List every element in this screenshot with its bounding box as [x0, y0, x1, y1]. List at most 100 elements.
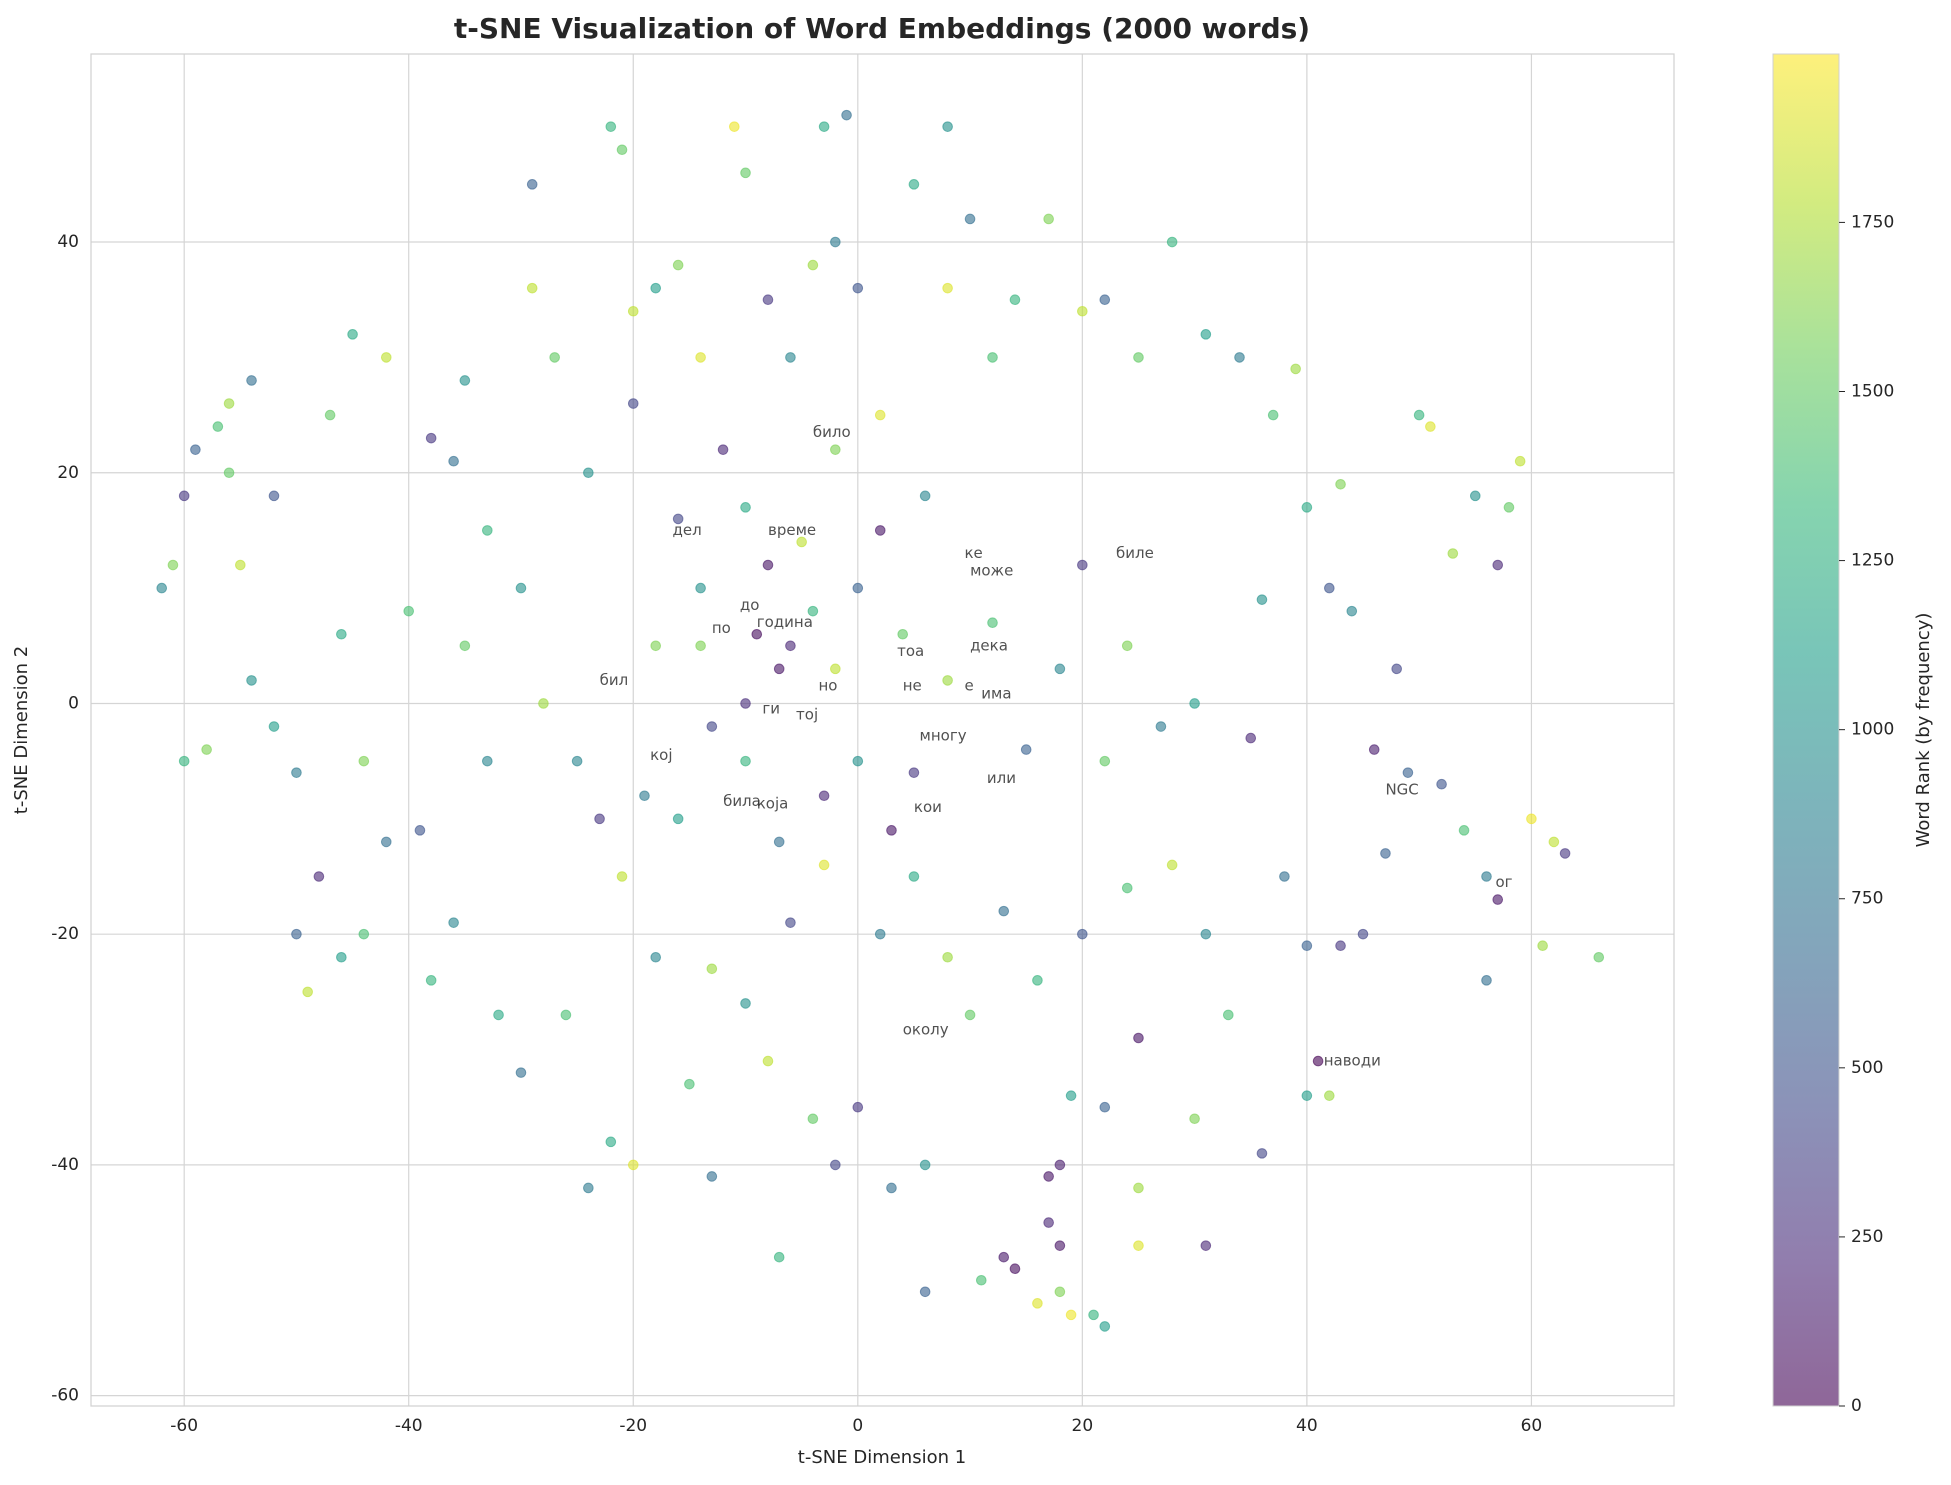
chart-title: t-SNE Visualization of Word Embeddings (…: [454, 12, 1310, 45]
point: [1324, 1090, 1335, 1101]
point: [729, 121, 740, 132]
point: [549, 352, 560, 363]
point: [762, 1055, 774, 1067]
annotation: било: [813, 423, 851, 441]
point: [1436, 778, 1447, 790]
point: [852, 582, 864, 594]
annotation: има: [981, 685, 1011, 703]
point: [1492, 894, 1504, 905]
point: [1200, 928, 1212, 940]
point: [1256, 594, 1268, 605]
point: [695, 640, 706, 652]
point: [1492, 559, 1504, 571]
point: [1099, 1101, 1111, 1113]
point: [1065, 1090, 1077, 1101]
point: [571, 755, 583, 767]
annotation: околу: [903, 1020, 949, 1038]
point: [874, 409, 886, 421]
point: [1043, 1171, 1054, 1182]
point: [987, 352, 998, 363]
y-tick-label: 40: [57, 232, 79, 252]
point: [740, 755, 751, 767]
point: [594, 813, 605, 825]
colorbar-tick-label: 1500: [1851, 381, 1894, 401]
point: [1301, 940, 1313, 952]
point: [706, 963, 718, 975]
point: [190, 444, 201, 455]
point: [627, 305, 639, 317]
point: [672, 813, 684, 825]
point: [818, 859, 830, 871]
point: [975, 1274, 987, 1286]
point: [818, 121, 830, 132]
point: [1054, 1286, 1066, 1298]
point: [1043, 213, 1054, 225]
point: [1133, 1182, 1144, 1194]
point: [1481, 975, 1492, 986]
point: [740, 502, 751, 513]
y-tick-label: -60: [51, 1386, 79, 1406]
annotation: ги: [762, 700, 780, 718]
point: [268, 721, 280, 732]
point: [1593, 951, 1605, 963]
point: [998, 905, 1010, 917]
point: [672, 513, 684, 525]
x-tick-label: 40: [1296, 1416, 1318, 1436]
point: [583, 1182, 594, 1194]
point: [358, 755, 370, 767]
point: [560, 1009, 572, 1021]
point: [1009, 294, 1021, 306]
point: [313, 871, 325, 882]
annotation: не: [903, 677, 922, 695]
point: [1200, 1240, 1212, 1251]
point: [515, 582, 527, 594]
point: [672, 259, 684, 271]
point: [482, 525, 493, 536]
point: [1077, 928, 1088, 940]
point: [762, 294, 774, 306]
point: [448, 455, 459, 467]
point: [1402, 767, 1414, 778]
point: [1121, 882, 1133, 894]
point: [178, 755, 190, 767]
point: [1526, 813, 1537, 825]
point: [1481, 871, 1492, 882]
annotation: тој: [796, 706, 818, 724]
y-axis-label: t-SNE Dimension 2: [11, 646, 32, 814]
point: [1458, 825, 1470, 836]
point: [347, 329, 358, 340]
x-axis-label: t-SNE Dimension 1: [798, 1447, 966, 1468]
point: [246, 675, 257, 686]
point: [1324, 582, 1335, 594]
point: [336, 628, 347, 640]
annotation: бил: [600, 671, 629, 689]
point: [414, 825, 426, 836]
point: [1099, 755, 1111, 767]
point: [1380, 848, 1391, 859]
point: [627, 1159, 639, 1171]
point: [1469, 490, 1481, 502]
colorbar: [1772, 53, 1840, 1407]
point: [1301, 1090, 1313, 1101]
point: [1447, 548, 1459, 559]
point: [751, 628, 763, 640]
point: [874, 525, 886, 536]
annotation: многу: [920, 726, 967, 744]
point: [919, 1159, 931, 1171]
point: [919, 1286, 931, 1298]
point: [818, 790, 830, 802]
point: [897, 628, 909, 640]
annotation: година: [757, 613, 813, 631]
point: [1548, 836, 1560, 848]
colorbar-tick-label: 1000: [1851, 720, 1894, 740]
point: [706, 1171, 718, 1182]
point: [1077, 305, 1088, 317]
point: [874, 928, 886, 940]
annotation: дека: [970, 636, 1008, 654]
point: [1301, 502, 1313, 513]
point: [1054, 1159, 1066, 1171]
point: [942, 282, 953, 294]
point: [1256, 1148, 1268, 1159]
point: [807, 259, 819, 271]
point: [942, 951, 953, 963]
